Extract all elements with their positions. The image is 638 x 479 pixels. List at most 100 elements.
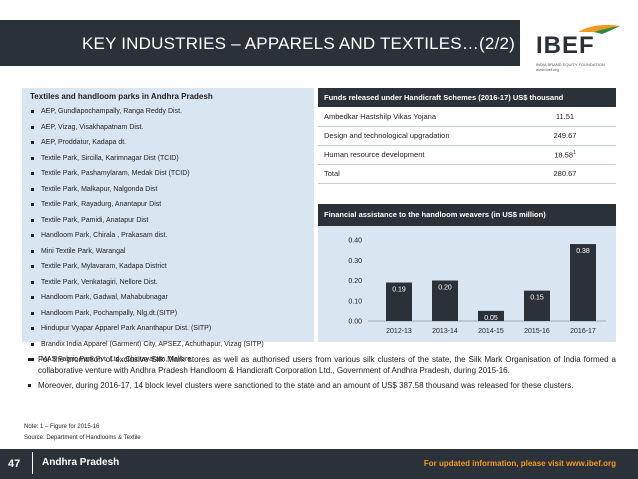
bullet-icon xyxy=(28,384,31,387)
paragraph-text: For the promotion of exclusive Silk Mark… xyxy=(38,355,616,375)
park-list-item: Brandix India Apparel (Garment) City, AP… xyxy=(30,337,312,353)
x-tick-label: 2015-16 xyxy=(524,328,550,335)
bullet-icon xyxy=(31,172,34,175)
scheme-name: Design and technological upgradation xyxy=(318,126,514,146)
bullet-icon xyxy=(31,141,34,144)
y-tick-label: 0.40 xyxy=(348,238,362,245)
y-tick-label: 0.20 xyxy=(348,278,362,285)
bar-value-label: 0.05 xyxy=(484,315,498,322)
park-list-item: Textile Park, Pashamylaram, Medak Dist (… xyxy=(30,166,312,182)
park-list-item: AEP, Gundlapochampally, Ranga Reddy Dist… xyxy=(30,104,312,120)
park-list-item: Textile Park, Pamidi, Anatapur Dist xyxy=(30,213,312,229)
park-list-item: AEP, Proddatur, Kadapa dt. xyxy=(30,135,312,151)
paragraph-item: For the promotion of exclusive Silk Mark… xyxy=(28,354,616,376)
y-tick-label: 0.30 xyxy=(348,258,362,265)
chart-bar xyxy=(570,244,596,321)
chart-title: Financial assistance to the handloom wea… xyxy=(318,204,616,226)
park-name: MAS Fabric Park Pvt. Ltd., Chintavaram, … xyxy=(41,356,192,363)
bullet-icon xyxy=(31,327,34,330)
park-name: Textile Park, Sircilla, Karimnagar Dist … xyxy=(41,154,179,162)
bullet-icon xyxy=(31,280,34,284)
title-bar xyxy=(0,20,520,66)
park-list-item: Textile Park, Sircilla, Karimnagar Dist … xyxy=(30,151,312,167)
x-tick-label: 2013-14 xyxy=(432,328,458,335)
park-list-item: Handloom Park, Gadwal, Mahabubnagar xyxy=(30,290,312,306)
park-list-item: Textile Park, Venkatagiri, Nellore Dist. xyxy=(30,275,312,291)
scheme-value-cell: 280.67 xyxy=(514,164,616,184)
park-name: Textile Park, Venkatagiri, Nellore Dist. xyxy=(41,278,158,286)
footnote-marker: 1 xyxy=(573,149,576,156)
footer-bar xyxy=(0,449,638,479)
park-name: Textile Park, Malkapur, Nalgonda Dist xyxy=(41,185,158,193)
scheme-value: 280.67 xyxy=(553,169,577,178)
scheme-value: 18.58 xyxy=(554,150,573,160)
logo-text: IBEF xyxy=(536,32,595,59)
park-list-item: Handloom Park, Chirala , Prakasam dist. xyxy=(30,228,312,244)
scheme-value-cell: 18.581 xyxy=(514,145,616,165)
footer-state: Andhra Pradesh xyxy=(42,457,120,468)
bullet-icon xyxy=(31,342,34,346)
park-name: Handloom Park, Chirala , Prakasam dist. xyxy=(41,232,168,239)
scheme-value: 249.67 xyxy=(553,131,577,140)
park-list-item: Textile Park, Rayadurg, Anantapur Dist xyxy=(30,197,312,213)
park-name: Textile Park, Pashamylaram, Medak Dist (… xyxy=(41,170,190,177)
park-list-item: MAS Fabric Park Pvt. Ltd., Chintavaram, … xyxy=(30,352,312,368)
y-tick-label: 0.00 xyxy=(348,319,362,326)
page-number: 47 xyxy=(8,458,21,470)
scheme-value-cell: 249.67 xyxy=(514,126,616,146)
table-row: Design and technological upgradation 249.… xyxy=(318,126,616,146)
footer-separator xyxy=(32,452,33,474)
chart-panel xyxy=(318,226,616,342)
y-tick-label: 0.10 xyxy=(348,298,362,305)
paragraph-text: Moreover, during 2016-17, 14 block level… xyxy=(38,381,574,390)
bullet-icon xyxy=(28,358,31,361)
handloom-assistance-chart: 0.00 0.10 0.20 0.30 0.40 0.19 2012-13 0.20 2013-… xyxy=(348,238,606,335)
logo-bird-icon xyxy=(578,24,620,34)
scheme-value: 11.51 xyxy=(555,111,575,121)
bullet-icon xyxy=(31,218,34,222)
bar-value-label: 0.20 xyxy=(438,285,452,292)
park-name: Handloom Park, Pochampally, Nlg.dt.(SITP… xyxy=(41,309,178,317)
funds-table: Ambedkar Hastshilp Vikas Yojana 11.51 Desi… xyxy=(318,107,616,184)
bullet-icon xyxy=(31,249,34,253)
paragraph-list: For the promotion of exclusive Silk Mark… xyxy=(28,354,616,395)
bar-value-label: 0.38 xyxy=(576,248,590,255)
park-name: Textile Park, Pamidi, Anatapur Dist xyxy=(41,216,149,224)
bar-value-label: 0.15 xyxy=(530,295,544,302)
park-name: AEP, Gundlapochampally, Ranga Reddy Dist… xyxy=(41,108,182,115)
bullet-icon xyxy=(31,311,34,315)
source: Source: Department of Handlooms & Textil… xyxy=(24,435,141,441)
scheme-name: Ambedkar Hastshilp Vikas Yojana xyxy=(318,107,514,127)
park-name: Brandix India Apparel (Garment) City, AP… xyxy=(41,340,264,348)
bullet-icon xyxy=(31,156,34,160)
park-name: Textile Park, Mylavaram, Kadapa District xyxy=(41,263,167,270)
x-tick-label: 2012-13 xyxy=(386,328,412,335)
paragraph-item: Moreover, during 2016-17, 14 block level… xyxy=(28,380,616,391)
chart-bar xyxy=(524,290,550,321)
logo-tagline: INDIA BRAND EQUITY FOUNDATION xyxy=(536,62,605,67)
ibef-logo[interactable]: IBEF INDIA BRAND EQUITY FOUNDATION www.i… xyxy=(536,22,626,72)
logo-url: www.ibef.org xyxy=(536,67,559,72)
park-name: Mini Textile Park, Warangal xyxy=(41,247,126,255)
bullet-icon xyxy=(31,110,34,113)
table-row: Total 280.67 xyxy=(318,164,616,184)
bullet-icon xyxy=(31,203,34,206)
table-row: Ambedkar Hastshilp Vikas Yojana 11.51 xyxy=(318,107,616,127)
table-row: Human resource development 18.581 xyxy=(318,145,616,165)
park-list-item: Handloom Park, Pochampally, Nlg.dt.(SITP… xyxy=(30,306,312,322)
x-tick-label: 2014-15 xyxy=(478,328,504,335)
park-list-item: Textile Park, Malkapur, Nalgonda Dist xyxy=(30,182,312,198)
parks-heading: Textiles and handloom parks in Andhra Pr… xyxy=(30,92,213,101)
park-name: Handloom Park, Gadwal, Mahabubnagar xyxy=(41,294,168,301)
park-name: AEP, Proddatur, Kadapa dt. xyxy=(41,139,127,146)
park-name: Hindupur Vyapar Apparel Park Ananthapur … xyxy=(41,325,212,332)
park-name: Textile Park, Rayadurg, Anantapur Dist xyxy=(41,201,162,208)
parks-list: AEP, Gundlapochampally, Ranga Reddy Dist… xyxy=(30,104,312,368)
footer-website-link[interactable]: For updated information, please visit ww… xyxy=(423,459,616,468)
bullet-icon xyxy=(31,234,34,237)
chart-bar xyxy=(386,282,412,321)
park-list-item: AEP, Vizag, Visakhapatnam Dist. xyxy=(30,120,312,136)
note: Note: 1 – Figure for 2015-16 xyxy=(24,424,100,430)
scheme-name: Human resource development xyxy=(318,145,514,165)
bullet-icon xyxy=(31,296,34,299)
